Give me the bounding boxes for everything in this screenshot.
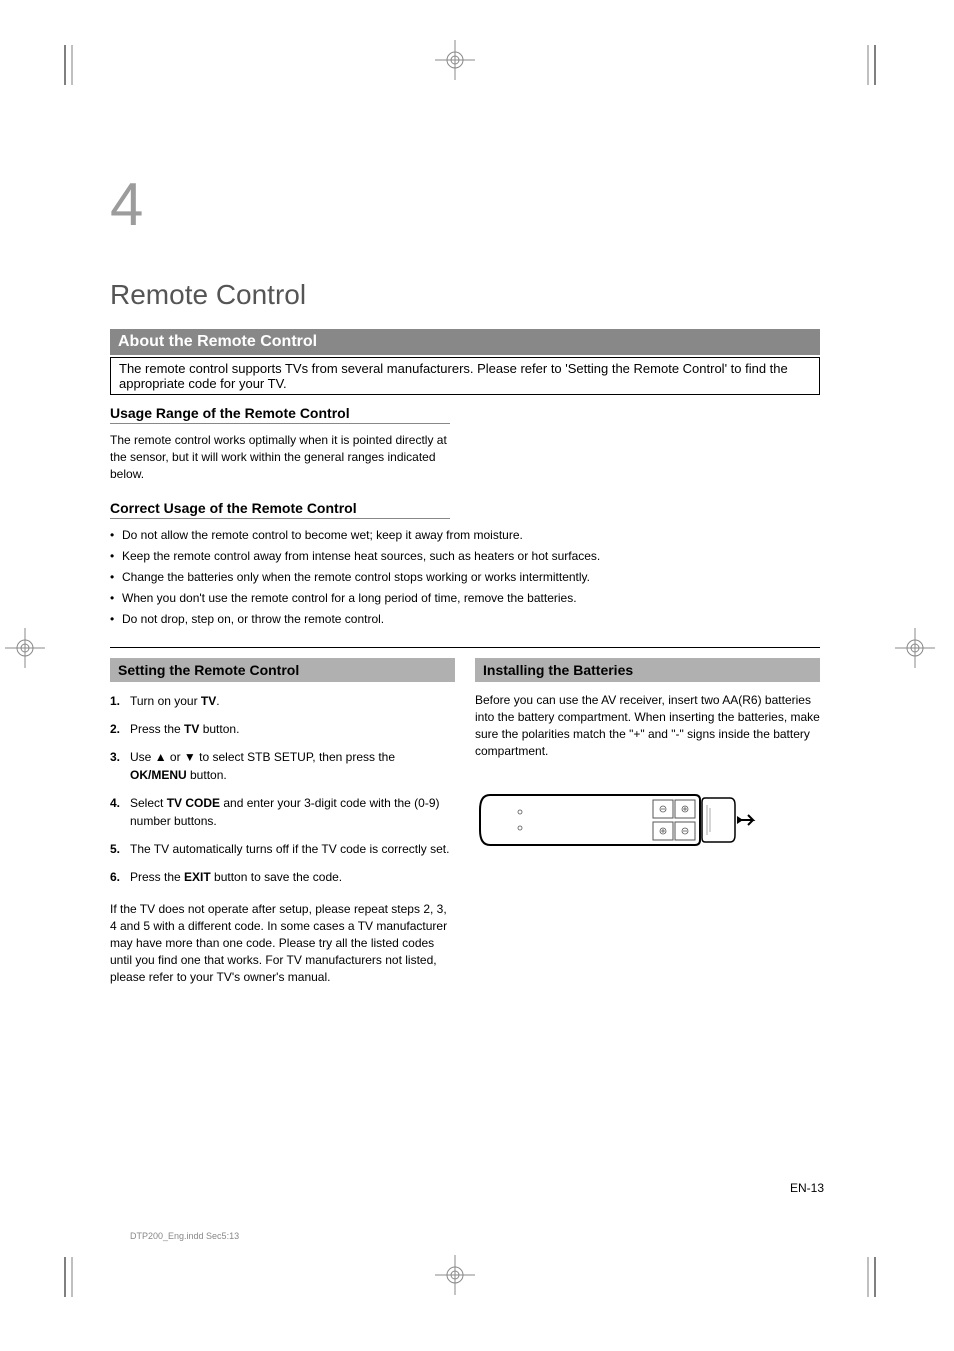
arrow-down-icon: ▼ xyxy=(184,750,196,764)
step-5: 5. The TV automatically turns off if the… xyxy=(110,840,455,858)
registration-mark-top xyxy=(435,40,475,80)
installing-batteries-text: Before you can use the AV receiver, inse… xyxy=(475,692,820,759)
bullet-item: Change the batteries only when the remot… xyxy=(110,569,820,586)
crop-mark-bottom-left xyxy=(50,1237,80,1297)
step-number: 5. xyxy=(110,840,120,858)
page-number: 4 xyxy=(110,170,820,239)
step-number: 6. xyxy=(110,868,120,886)
usage-range-text: The remote control works optimally when … xyxy=(110,432,450,482)
chapter-title: Remote Control xyxy=(110,279,820,311)
bullet-item: When you don't use the remote control fo… xyxy=(110,590,820,607)
arrow-up-icon: ▲ xyxy=(155,750,167,764)
crop-mark-top-left xyxy=(50,45,80,105)
remote-control-diagram xyxy=(475,780,820,865)
step-2: 2. Press the TV button. xyxy=(110,720,455,738)
column-header-setting-remote: Setting the Remote Control xyxy=(110,658,455,682)
footer-file-label: DTP200_Eng.indd Sec5:13 xyxy=(130,1231,239,1241)
step-6: 6. Press the EXIT button to save the cod… xyxy=(110,868,455,886)
step-3: 3. Use ▲ or ▼ to select STB SETUP, then … xyxy=(110,748,455,784)
divider-line xyxy=(110,647,820,648)
step-4: 4. Select TV CODE and enter your 3-digit… xyxy=(110,794,455,830)
step-number: 2. xyxy=(110,720,120,738)
registration-mark-right xyxy=(895,628,935,668)
bullet-item: Do not drop, step on, or throw the remot… xyxy=(110,611,820,628)
footer-page-number: EN-13 xyxy=(790,1181,824,1195)
column-header-installing-batteries: Installing the Batteries xyxy=(475,658,820,682)
step-number: 3. xyxy=(110,748,120,766)
bullet-item: Keep the remote control away from intens… xyxy=(110,548,820,565)
registration-mark-left xyxy=(5,628,45,668)
crop-mark-top-right xyxy=(860,45,890,105)
section-bar-about-remote: About the Remote Control xyxy=(110,329,820,355)
bullet-item: Do not allow the remote control to becom… xyxy=(110,527,820,544)
setting-remote-footer: If the TV does not operate after setup, … xyxy=(110,901,455,985)
step-1: 1. Turn on your TV. xyxy=(110,692,455,710)
section-box-intro: The remote control supports TVs from sev… xyxy=(110,357,820,395)
subsection-correct-usage: Correct Usage of the Remote Control xyxy=(110,500,450,519)
registration-mark-bottom xyxy=(435,1255,475,1295)
step-number: 4. xyxy=(110,794,120,812)
step-number: 1. xyxy=(110,692,120,710)
crop-mark-bottom-right xyxy=(860,1237,890,1297)
subsection-usage-range: Usage Range of the Remote Control xyxy=(110,405,450,424)
